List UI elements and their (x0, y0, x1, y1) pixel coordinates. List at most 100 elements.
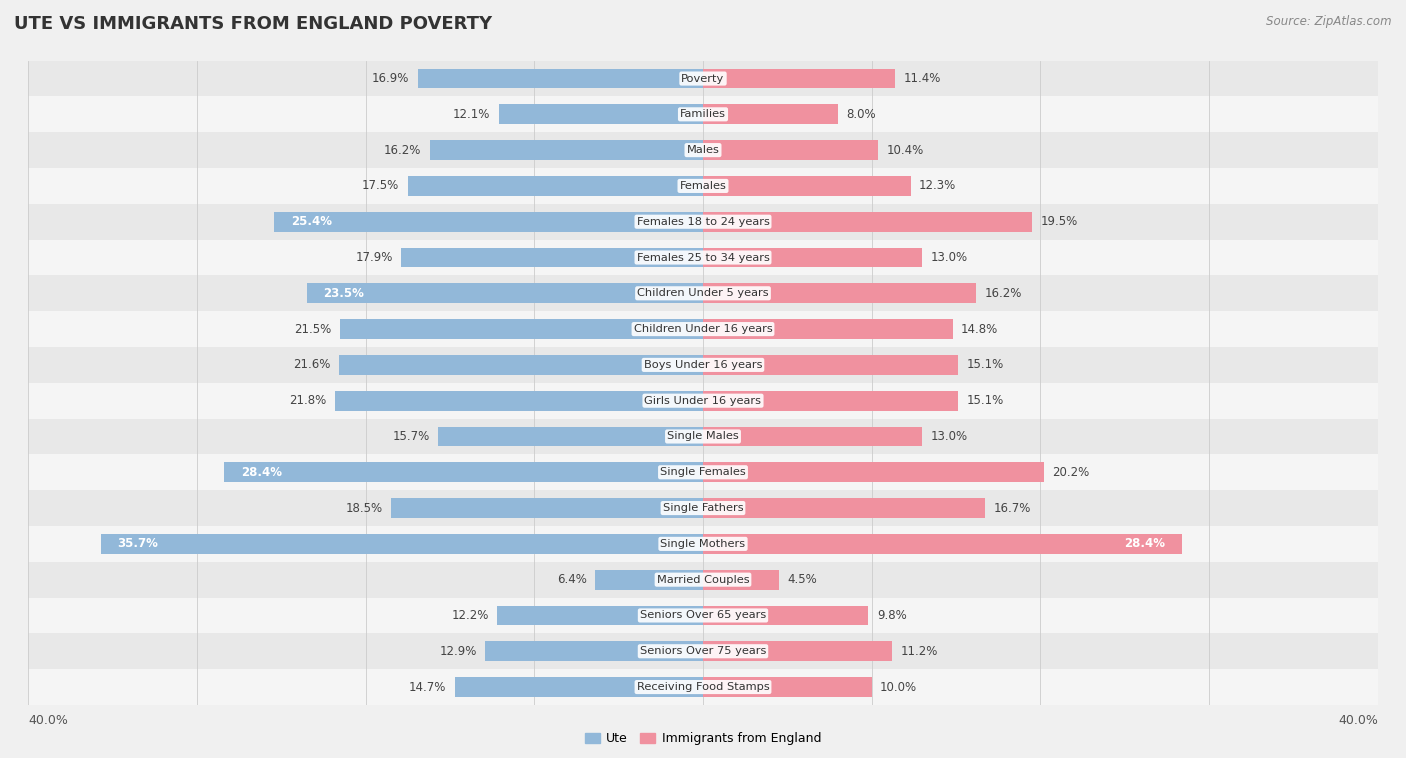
Bar (28, 132, 1378, 168)
Text: Poverty: Poverty (682, 74, 724, 83)
Text: 11.4%: 11.4% (904, 72, 941, 85)
Bar (703, 69, 896, 89)
Text: 12.1%: 12.1% (453, 108, 491, 121)
Text: 10.4%: 10.4% (887, 143, 924, 157)
Bar (401, 248, 703, 268)
Bar (703, 534, 1182, 553)
Bar (439, 427, 703, 446)
Bar (28, 669, 1378, 705)
Text: Married Couples: Married Couples (657, 575, 749, 584)
Bar (340, 319, 703, 339)
Text: 25.4%: 25.4% (291, 215, 332, 228)
Bar (456, 677, 703, 697)
Text: 21.8%: 21.8% (290, 394, 326, 407)
Text: Families: Families (681, 109, 725, 119)
Bar (703, 140, 879, 160)
Bar (28, 490, 1378, 526)
Text: Seniors Over 65 years: Seniors Over 65 years (640, 610, 766, 621)
Bar (28, 347, 1378, 383)
Bar (28, 96, 1378, 132)
Legend: Ute, Immigrants from England: Ute, Immigrants from England (579, 727, 827, 750)
Bar (703, 677, 872, 697)
Text: Children Under 5 years: Children Under 5 years (637, 288, 769, 299)
Bar (703, 462, 1043, 482)
Bar (28, 275, 1378, 312)
Text: 15.1%: 15.1% (966, 359, 1004, 371)
Text: 21.6%: 21.6% (292, 359, 330, 371)
Text: Single Mothers: Single Mothers (661, 539, 745, 549)
Text: Females: Females (679, 181, 727, 191)
Bar (224, 462, 703, 482)
Text: 35.7%: 35.7% (118, 537, 159, 550)
Text: 15.1%: 15.1% (966, 394, 1004, 407)
Bar (335, 391, 703, 411)
Bar (703, 105, 838, 124)
Text: 16.9%: 16.9% (373, 72, 409, 85)
Text: Males: Males (686, 145, 720, 155)
Bar (28, 383, 1378, 418)
Bar (101, 534, 703, 553)
Bar (499, 105, 703, 124)
Text: 28.4%: 28.4% (1125, 537, 1166, 550)
Bar (703, 355, 957, 374)
Bar (28, 240, 1378, 275)
Text: 12.3%: 12.3% (920, 180, 956, 193)
Text: 18.5%: 18.5% (346, 502, 382, 515)
Text: Girls Under 16 years: Girls Under 16 years (644, 396, 762, 406)
Text: 12.9%: 12.9% (440, 645, 477, 658)
Bar (28, 454, 1378, 490)
Bar (430, 140, 703, 160)
Text: 9.8%: 9.8% (877, 609, 907, 622)
Text: 40.0%: 40.0% (28, 714, 67, 727)
Text: Seniors Over 75 years: Seniors Over 75 years (640, 647, 766, 656)
Text: Single Females: Single Females (661, 467, 745, 478)
Text: 23.5%: 23.5% (323, 287, 364, 300)
Text: 14.7%: 14.7% (409, 681, 447, 694)
Bar (703, 606, 869, 625)
Bar (28, 61, 1378, 96)
Bar (274, 212, 703, 231)
Text: 16.7%: 16.7% (993, 502, 1031, 515)
Text: Females 25 to 34 years: Females 25 to 34 years (637, 252, 769, 262)
Text: 40.0%: 40.0% (1339, 714, 1378, 727)
Text: Females 18 to 24 years: Females 18 to 24 years (637, 217, 769, 227)
Bar (703, 283, 976, 303)
Text: 13.0%: 13.0% (931, 251, 967, 264)
Bar (703, 212, 1032, 231)
Bar (703, 570, 779, 590)
Text: 6.4%: 6.4% (557, 573, 586, 586)
Text: 17.9%: 17.9% (356, 251, 392, 264)
Text: Single Fathers: Single Fathers (662, 503, 744, 513)
Text: 12.2%: 12.2% (451, 609, 489, 622)
Text: 15.7%: 15.7% (392, 430, 430, 443)
Bar (307, 283, 703, 303)
Text: UTE VS IMMIGRANTS FROM ENGLAND POVERTY: UTE VS IMMIGRANTS FROM ENGLAND POVERTY (14, 15, 492, 33)
Text: 17.5%: 17.5% (363, 180, 399, 193)
Bar (703, 427, 922, 446)
Text: 13.0%: 13.0% (931, 430, 967, 443)
Bar (703, 319, 953, 339)
Text: 28.4%: 28.4% (240, 465, 281, 479)
Text: 14.8%: 14.8% (962, 323, 998, 336)
Bar (703, 391, 957, 411)
Text: 19.5%: 19.5% (1040, 215, 1077, 228)
Text: 4.5%: 4.5% (787, 573, 817, 586)
Bar (28, 562, 1378, 597)
Bar (408, 176, 703, 196)
Bar (498, 606, 703, 625)
Bar (28, 634, 1378, 669)
Text: 10.0%: 10.0% (880, 681, 917, 694)
Bar (703, 248, 922, 268)
Bar (485, 641, 703, 661)
Text: 20.2%: 20.2% (1052, 465, 1090, 479)
Text: 16.2%: 16.2% (384, 143, 422, 157)
Bar (703, 176, 911, 196)
Text: 21.5%: 21.5% (295, 323, 332, 336)
Bar (28, 312, 1378, 347)
Text: Source: ZipAtlas.com: Source: ZipAtlas.com (1267, 15, 1392, 28)
Bar (339, 355, 703, 374)
Bar (28, 168, 1378, 204)
Bar (28, 526, 1378, 562)
Bar (28, 204, 1378, 240)
Bar (28, 597, 1378, 634)
